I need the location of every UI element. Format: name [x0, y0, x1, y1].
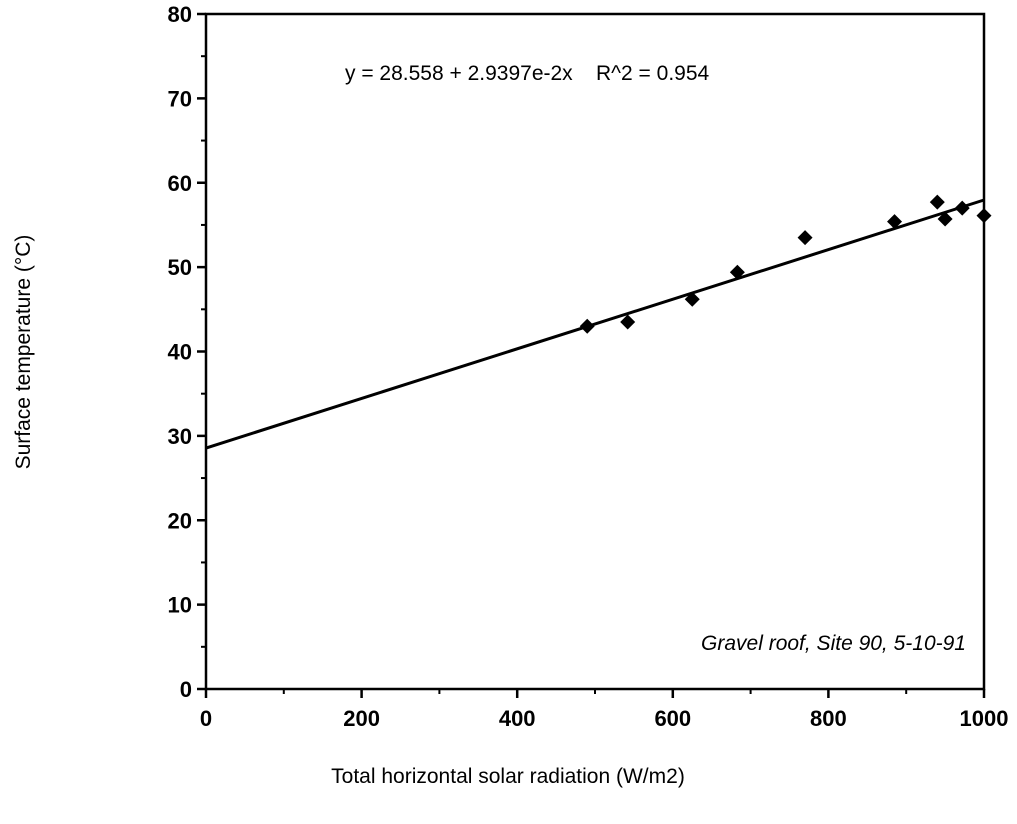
data-point	[620, 314, 636, 330]
data-point	[887, 214, 903, 230]
y-tick-label: 10	[168, 593, 192, 618]
y-axis-title: Surface temperature (°C)	[12, 235, 35, 470]
regression-equation: y = 28.558 + 2.9397e-2x R^2 = 0.954	[345, 62, 710, 85]
y-tick-label: 30	[168, 424, 192, 449]
x-axis-ticks: 0 200 400 600 800 1000	[200, 689, 1009, 731]
chart-annotation: Gravel roof, Site 90, 5-10-91	[701, 632, 966, 655]
data-point	[929, 194, 945, 210]
y-axis-ticks: 0 10 20 30 40 50 60 70 80	[168, 2, 206, 702]
y-tick-label: 50	[168, 255, 192, 280]
y-tick-label: 0	[180, 677, 192, 702]
y-tick-label: 20	[168, 508, 192, 533]
data-point	[954, 200, 970, 216]
y-tick-label: 70	[168, 86, 192, 111]
x-tick-label: 400	[499, 706, 536, 731]
data-point	[937, 211, 953, 227]
data-point	[579, 318, 595, 334]
x-tick-label: 0	[200, 706, 212, 731]
x-tick-label: 600	[654, 706, 691, 731]
x-axis-title: Total horizontal solar radiation (W/m2)	[331, 765, 685, 788]
plot-content	[205, 194, 992, 450]
y-tick-label: 40	[168, 340, 192, 365]
x-tick-label: 200	[343, 706, 380, 731]
x-tick-label: 1000	[960, 706, 1009, 731]
data-point	[797, 230, 813, 246]
regression-line	[205, 198, 985, 450]
y-tick-label: 80	[168, 2, 192, 27]
plot-frame	[204, 12, 986, 691]
data-point	[684, 291, 700, 307]
y-tick-label: 60	[168, 171, 192, 196]
data-point	[729, 264, 745, 280]
x-tick-label: 800	[810, 706, 847, 731]
